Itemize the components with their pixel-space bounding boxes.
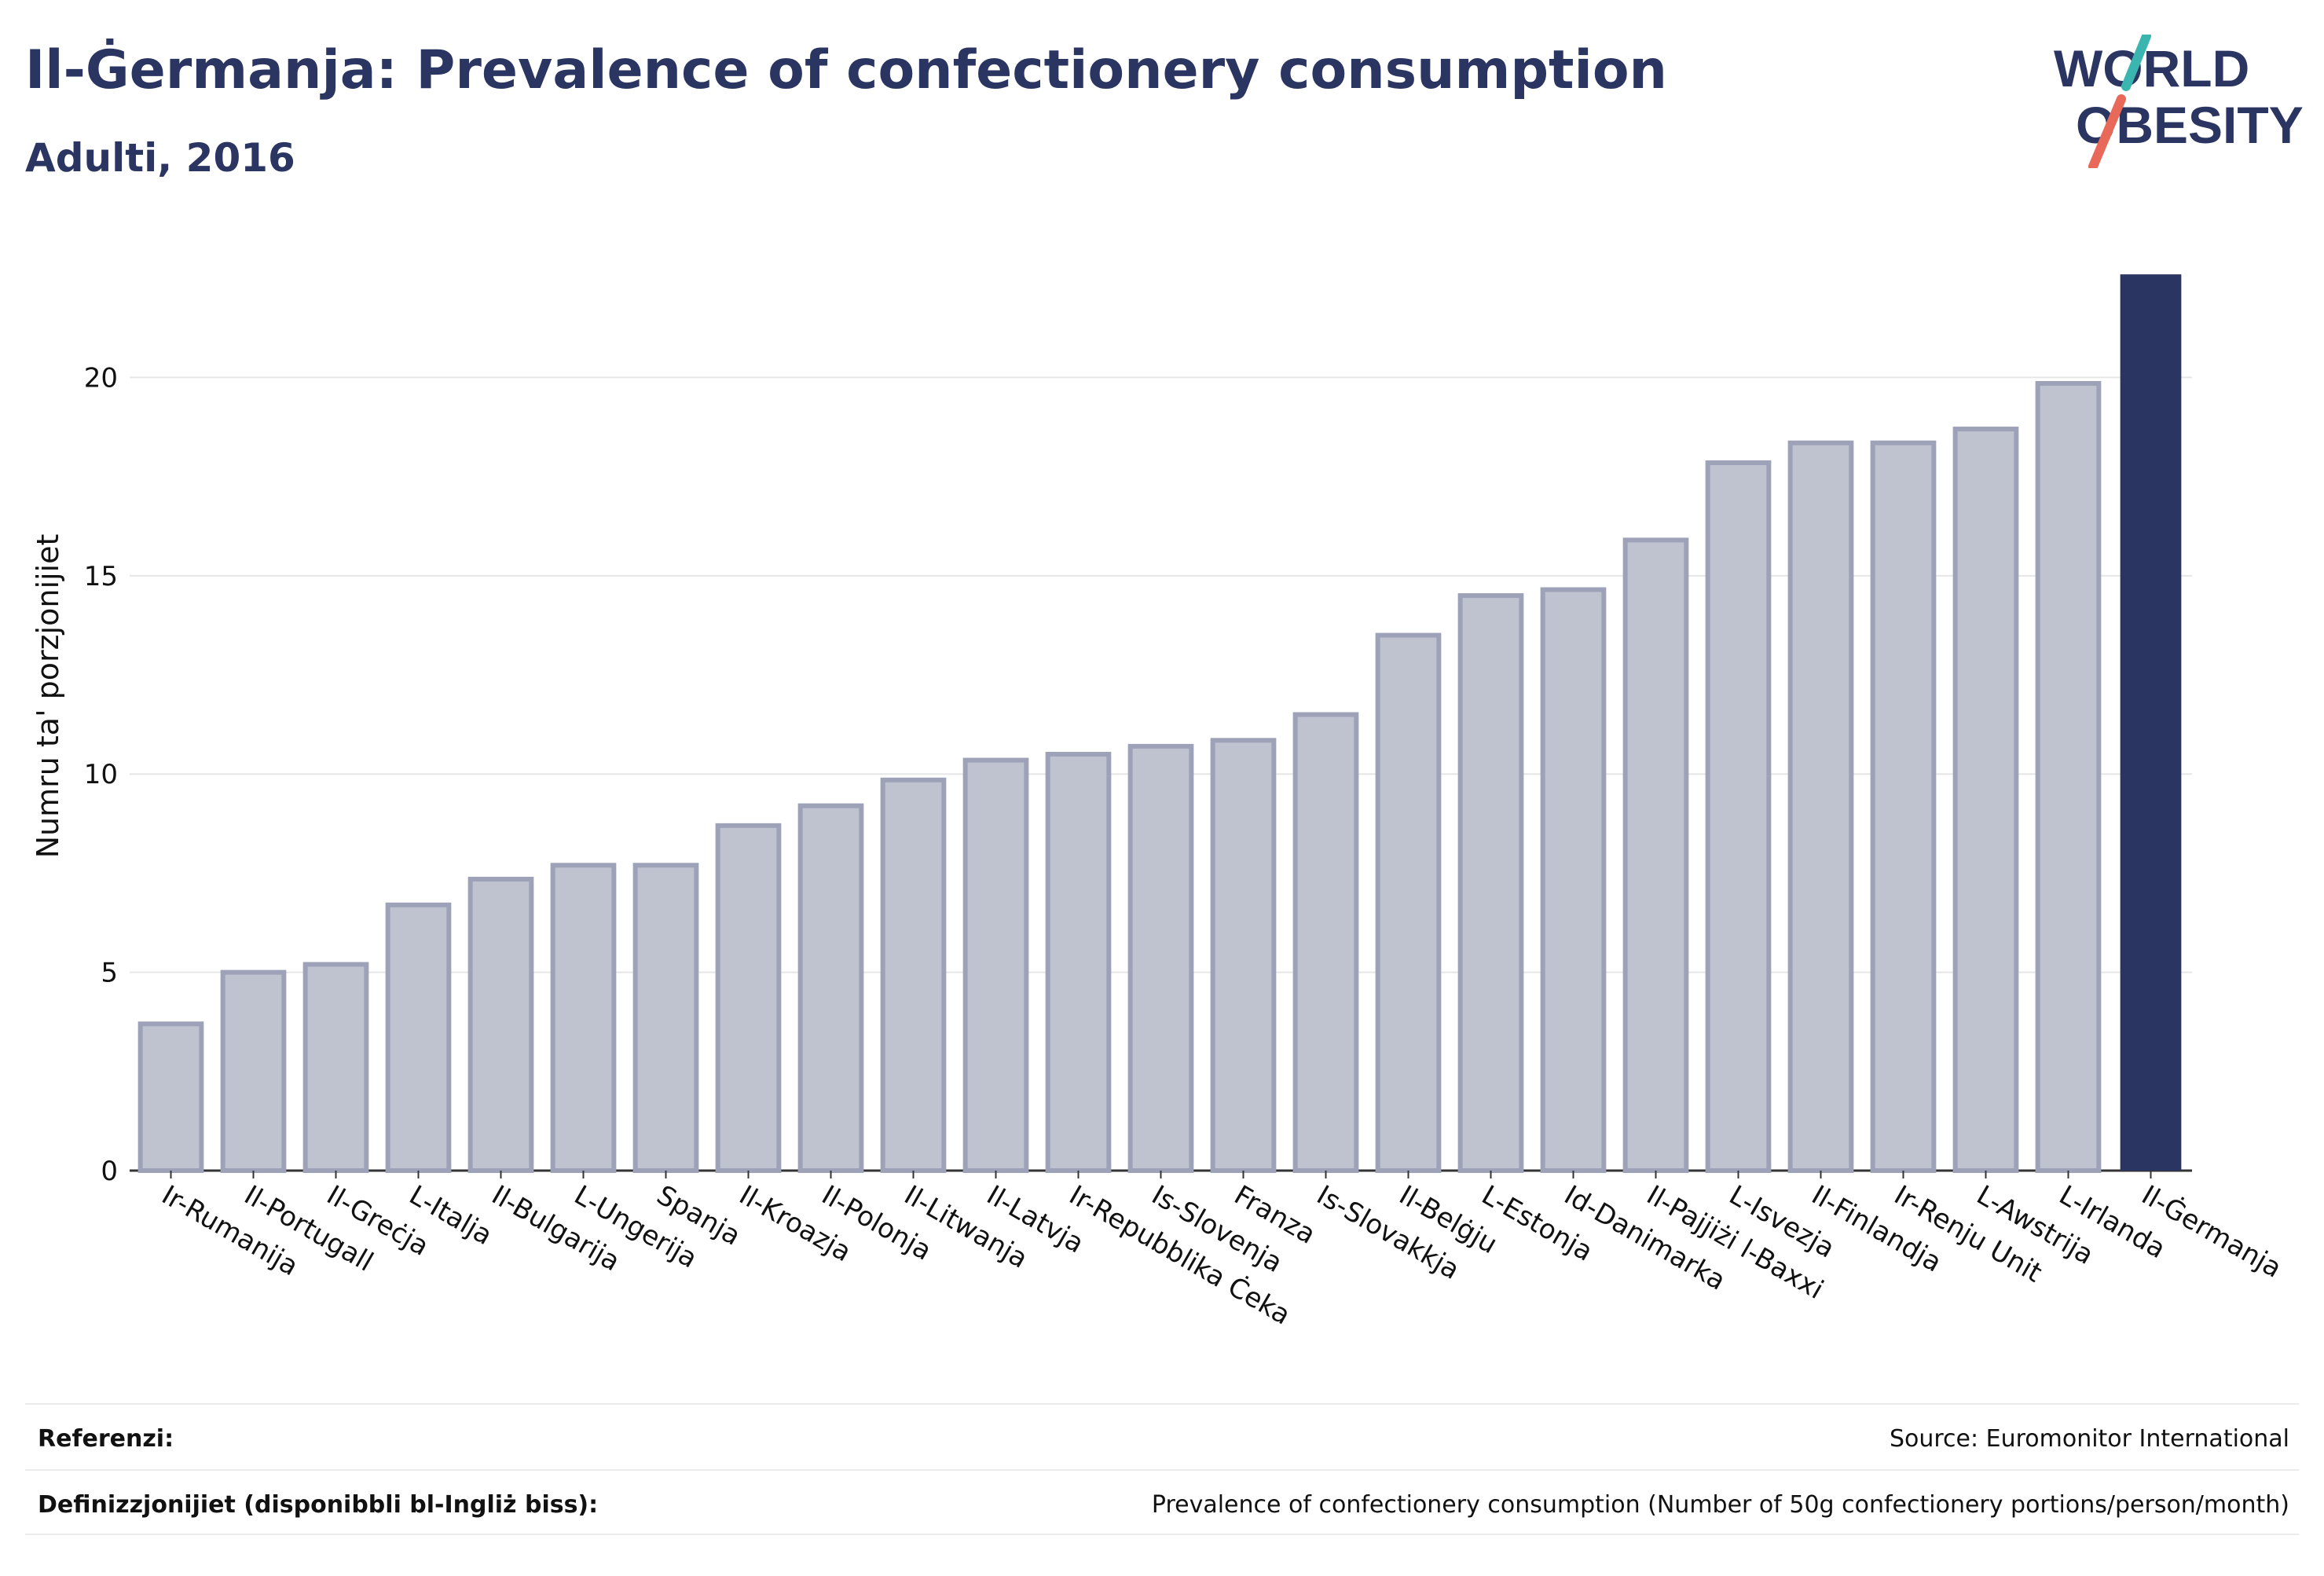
bar-18 bbox=[1622, 537, 1689, 1173]
footer-divider-bottom bbox=[25, 1534, 2299, 1535]
bar-1 bbox=[220, 969, 287, 1173]
page-subtitle: Adulti, 2016 bbox=[25, 135, 295, 181]
logo-line-world: WORLD bbox=[2054, 39, 2249, 97]
y-tick-label: 15 bbox=[84, 561, 118, 592]
bar-23 bbox=[2035, 381, 2102, 1173]
references-value: Source: Euromonitor International bbox=[1889, 1425, 2289, 1453]
bar-24 bbox=[2120, 274, 2182, 1171]
x-axis-ticks: Ir-RumanijaIl-PortugallIl-GreċjaL-Italja… bbox=[156, 1171, 2287, 1332]
references-label: Referenzi: bbox=[38, 1425, 174, 1453]
y-tick-label: 10 bbox=[84, 759, 118, 790]
bar-4 bbox=[467, 876, 534, 1173]
y-tick-label: 0 bbox=[101, 1156, 118, 1187]
bar-19 bbox=[1705, 460, 1772, 1173]
bar-20 bbox=[1787, 440, 1854, 1173]
footer-divider-top bbox=[25, 1403, 2299, 1405]
bar-10 bbox=[962, 757, 1029, 1173]
bar-chart: 0 5 10 15 20 Ir-RumanijaIl-PortugallIl-Greċj… bbox=[31, 274, 2287, 1332]
bar-11 bbox=[1045, 751, 1112, 1173]
bar-3 bbox=[385, 902, 452, 1173]
bar-6 bbox=[632, 863, 699, 1173]
bar-7 bbox=[715, 823, 782, 1173]
bar-15 bbox=[1375, 632, 1442, 1173]
logo-slash-teal bbox=[2121, 35, 2151, 91]
bar-2 bbox=[302, 962, 369, 1174]
world-obesity-logo: WORLD OBESITY bbox=[2054, 35, 2304, 168]
y-axis-label: Numru ta' porzjonijiet bbox=[31, 534, 65, 859]
definitions-label: Definizzjonijiet (disponibbli bl-Ingliż … bbox=[38, 1491, 599, 1519]
bar-14 bbox=[1292, 712, 1359, 1173]
bar-9 bbox=[880, 777, 947, 1173]
bar-16 bbox=[1457, 593, 1524, 1173]
definitions-value: Prevalence of confectionery consumption … bbox=[1151, 1491, 2289, 1519]
bar-21 bbox=[1870, 440, 1937, 1173]
bar-13 bbox=[1210, 738, 1277, 1173]
bars bbox=[137, 274, 2182, 1174]
bar-17 bbox=[1540, 587, 1607, 1173]
bar-12 bbox=[1127, 743, 1194, 1173]
logo-slash-coral bbox=[2088, 94, 2126, 168]
footer-divider-middle bbox=[25, 1469, 2299, 1471]
bar-0 bbox=[137, 1021, 204, 1174]
page-title: Il-Ġermanja: Prevalence of confectionery… bbox=[25, 39, 1667, 101]
bar-22 bbox=[1952, 427, 2019, 1173]
y-tick-label: 5 bbox=[101, 958, 118, 989]
bar-5 bbox=[550, 863, 617, 1173]
y-tick-label: 20 bbox=[84, 362, 118, 394]
bar-8 bbox=[797, 803, 864, 1173]
y-axis-ticks: 0 5 10 15 20 bbox=[84, 362, 118, 1187]
